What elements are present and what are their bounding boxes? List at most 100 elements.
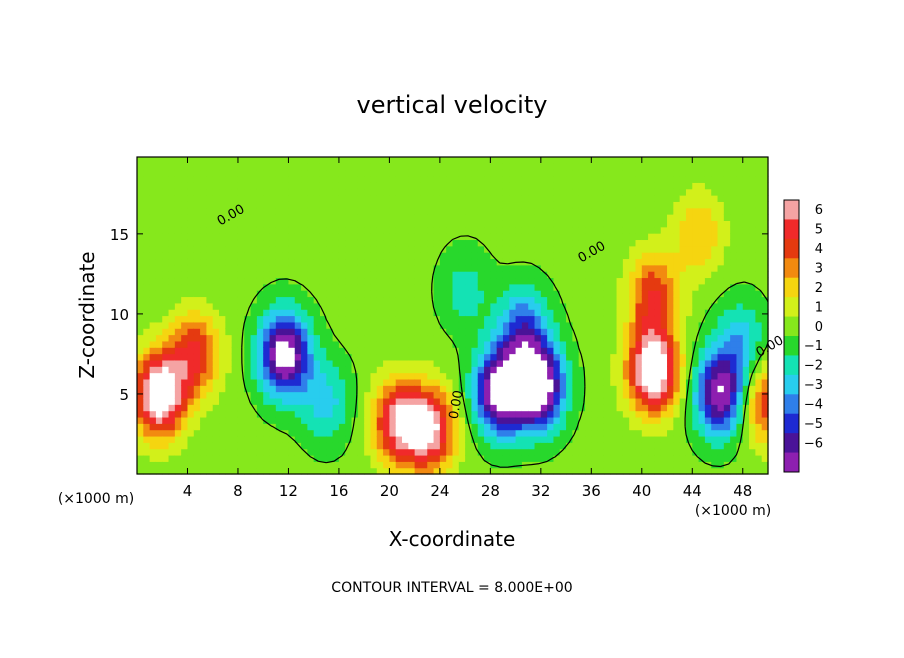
heatmap-cell: [332, 467, 340, 475]
heatmap-cell: [736, 454, 744, 462]
heatmap-cell: [761, 258, 769, 266]
heatmap-cell: [509, 163, 517, 171]
heatmap-cell: [351, 353, 359, 361]
heatmap-cell: [313, 290, 321, 298]
heatmap-cell: [338, 423, 346, 431]
heatmap-cell: [654, 410, 662, 418]
heatmap-cell: [566, 397, 573, 405]
heatmap-cell: [597, 182, 605, 190]
heatmap-cell: [622, 264, 630, 272]
heatmap-cell: [282, 321, 290, 329]
heatmap-cell: [345, 378, 353, 386]
heatmap-cell: [698, 454, 706, 462]
heatmap-cell: [338, 404, 346, 412]
heatmap-cell: [433, 359, 441, 367]
heatmap-cell: [420, 334, 428, 342]
heatmap-cell: [162, 353, 170, 361]
heatmap-cell: [704, 454, 712, 462]
heatmap-cell: [370, 353, 378, 361]
heatmap-cell: [553, 264, 561, 272]
heatmap-cell: [181, 423, 189, 431]
heatmap-cell: [200, 226, 208, 234]
heatmap-cell: [528, 233, 536, 241]
heatmap-cell: [439, 239, 447, 247]
heatmap-cell: [471, 372, 479, 380]
heatmap-cell: [761, 429, 769, 437]
heatmap-cell: [408, 429, 416, 437]
heatmap-cell: [641, 182, 649, 190]
heatmap-cell: [692, 321, 700, 329]
heatmap-cell: [717, 201, 725, 209]
heatmap-cell: [351, 271, 359, 279]
heatmap-cell: [414, 188, 422, 196]
heatmap-cell: [244, 353, 252, 361]
heatmap-cell: [420, 321, 428, 329]
heatmap-cell: [502, 188, 510, 196]
heatmap-cell: [212, 359, 220, 367]
heatmap-cell: [326, 239, 334, 247]
heatmap-cell: [616, 404, 624, 412]
heatmap-cell: [439, 264, 447, 272]
heatmap-cell: [698, 461, 706, 469]
heatmap-cell: [698, 195, 706, 202]
heatmap-cell: [244, 201, 252, 209]
heatmap-cell: [711, 321, 719, 329]
heatmap-cell: [559, 340, 567, 348]
heatmap-cell: [629, 239, 637, 247]
heatmap-cell: [730, 188, 738, 196]
heatmap-cell: [427, 467, 435, 475]
heatmap-cell: [263, 163, 271, 171]
heatmap-cell: [585, 258, 592, 266]
heatmap-cell: [572, 397, 580, 405]
heatmap-cell: [187, 182, 195, 190]
heatmap-cell: [446, 302, 454, 310]
heatmap-cell: [761, 201, 769, 209]
heatmap-cell: [345, 220, 353, 228]
heatmap-cell: [244, 157, 252, 164]
heatmap-cell: [168, 195, 176, 202]
heatmap-cell: [155, 163, 163, 171]
heatmap-cell: [219, 442, 226, 450]
heatmap-cell: [162, 302, 170, 310]
heatmap-cell: [755, 233, 763, 241]
heatmap-cell: [622, 302, 630, 310]
heatmap-cell: [458, 176, 466, 183]
heatmap-cell: [389, 290, 397, 298]
heatmap-cell: [319, 429, 327, 437]
heatmap-cell: [610, 448, 618, 456]
heatmap-cell: [521, 442, 529, 450]
heatmap-cell: [736, 397, 744, 405]
heatmap-cell: [219, 296, 226, 304]
heatmap-cell: [755, 385, 763, 393]
heatmap-cell: [370, 442, 378, 450]
heatmap-cell: [446, 214, 454, 221]
heatmap-cell: [698, 340, 706, 348]
heatmap-cell: [244, 195, 252, 202]
heatmap-cell: [685, 391, 693, 399]
heatmap-cell: [578, 277, 586, 285]
heatmap-cell: [616, 385, 624, 393]
heatmap-cell: [200, 334, 208, 342]
heatmap-cell: [521, 372, 529, 380]
heatmap-cell: [149, 258, 157, 266]
heatmap-cell: [578, 410, 586, 418]
heatmap-cell: [256, 188, 264, 196]
heatmap-cell: [515, 353, 523, 361]
heatmap-cell: [370, 245, 378, 253]
heatmap-cell: [288, 321, 296, 329]
heatmap-cell: [137, 188, 144, 196]
heatmap-cell: [433, 347, 441, 355]
heatmap-cell: [660, 182, 668, 190]
heatmap-cell: [187, 410, 195, 418]
heatmap-cell: [629, 353, 637, 361]
heatmap-cell: [559, 353, 567, 361]
heatmap-cell: [389, 435, 397, 443]
heatmap-cell: [704, 416, 712, 424]
heatmap-cell: [282, 296, 290, 304]
heatmap-cell: [698, 315, 706, 323]
heatmap-cell: [364, 442, 372, 450]
heatmap-cell: [673, 378, 681, 386]
heatmap-cell: [414, 226, 422, 234]
heatmap-cell: [244, 321, 252, 329]
heatmap-cell: [749, 321, 756, 329]
